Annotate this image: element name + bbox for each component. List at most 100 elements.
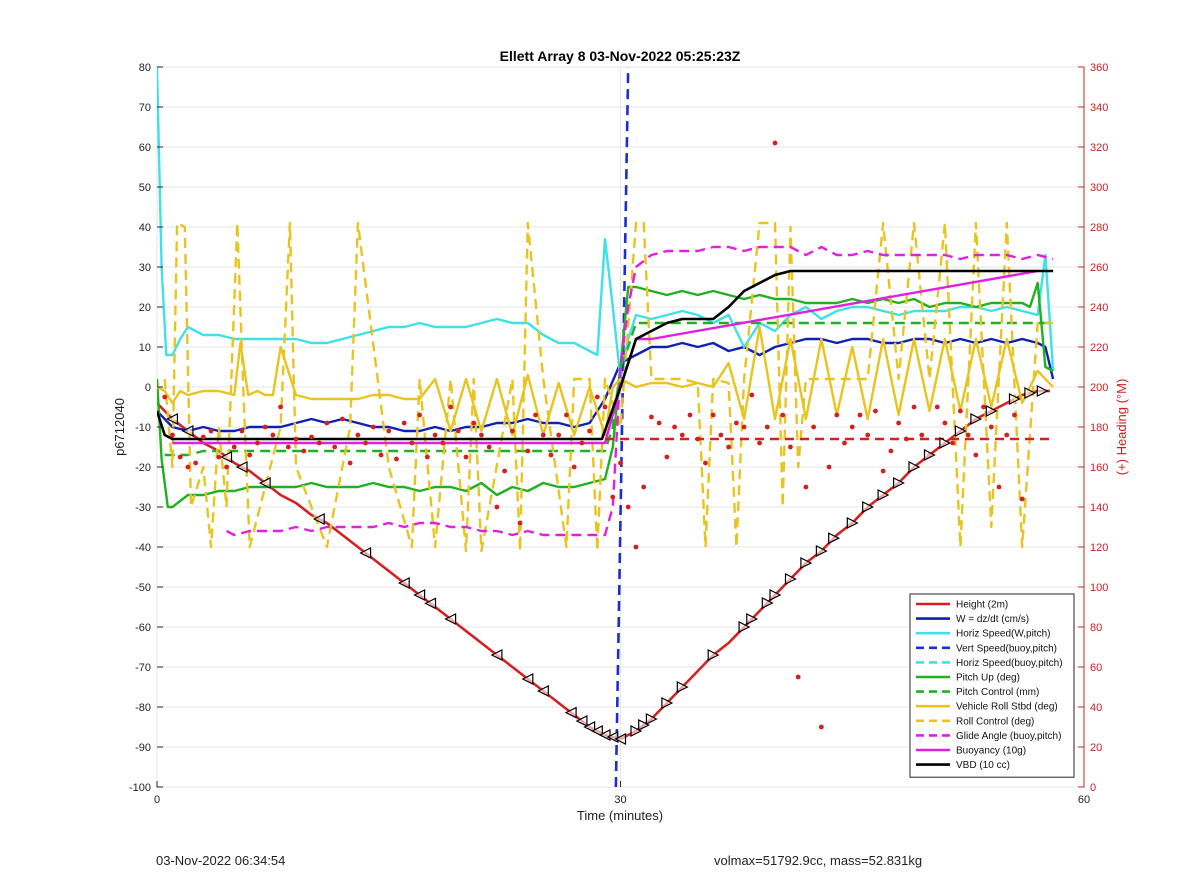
heading-point bbox=[455, 428, 461, 434]
heading-point bbox=[247, 452, 253, 458]
heading-point bbox=[463, 454, 469, 460]
height-marker bbox=[828, 532, 841, 545]
series-line-roll bbox=[157, 325, 1054, 437]
heading-point bbox=[988, 424, 994, 430]
heading-point bbox=[888, 448, 894, 454]
series-line-vbd bbox=[157, 269, 1054, 441]
height-marker bbox=[413, 589, 426, 601]
heading-point bbox=[285, 444, 291, 450]
height-marker bbox=[564, 706, 577, 719]
footer-timestamp: 03-Nov-2022 06:34:54 bbox=[156, 853, 286, 868]
heading-point bbox=[880, 468, 886, 474]
height-marker bbox=[738, 621, 751, 633]
heading-point bbox=[733, 420, 739, 426]
legend-label: Buoyancy (10g) bbox=[956, 746, 1026, 757]
heading-point bbox=[749, 392, 755, 398]
tick-label-left: -20 bbox=[135, 462, 151, 474]
heading-point bbox=[409, 440, 415, 446]
height-marker bbox=[359, 547, 372, 559]
tick-label-left: 80 bbox=[139, 62, 151, 74]
height-marker bbox=[985, 405, 998, 417]
legend: Height (2m) W = dz/dt (cm/s) Horiz Speed(W… bbox=[909, 593, 1075, 778]
series-line-horiz_w bbox=[157, 67, 1055, 381]
height-marker bbox=[769, 589, 782, 601]
heading-point bbox=[564, 412, 569, 418]
heading-point bbox=[502, 468, 508, 474]
heading-point bbox=[849, 424, 855, 430]
heading-point bbox=[795, 674, 801, 680]
heading-point bbox=[865, 432, 871, 438]
heading-point bbox=[594, 394, 600, 400]
heading-point bbox=[950, 440, 956, 446]
heading-point bbox=[309, 434, 314, 440]
heading-point bbox=[772, 140, 778, 146]
height-marker bbox=[676, 681, 689, 693]
footer-summary: volmax=51792.9cc, mass=52.831kg bbox=[714, 853, 923, 868]
heading-point bbox=[741, 424, 747, 430]
heading-point bbox=[818, 724, 824, 730]
tick-label-right: 180 bbox=[1090, 422, 1108, 434]
legend-label: Vehicle Roll Stbd (deg) bbox=[956, 702, 1058, 713]
height-marker bbox=[575, 715, 588, 727]
height-marker bbox=[892, 477, 905, 489]
height-marker bbox=[1036, 385, 1049, 397]
heading-point bbox=[316, 440, 322, 446]
grid-lines bbox=[156, 66, 1085, 788]
series-line-buoyancy bbox=[172, 269, 1038, 445]
heading-point bbox=[200, 434, 206, 440]
heading-point bbox=[834, 412, 840, 418]
height-marker bbox=[638, 719, 651, 731]
tick-label-right: 240 bbox=[1090, 302, 1108, 314]
heading-point bbox=[579, 440, 585, 446]
heading-point bbox=[448, 404, 453, 410]
x-axis-label: Time (minutes) bbox=[577, 808, 663, 823]
heading-point bbox=[911, 404, 917, 410]
height-marker bbox=[312, 513, 325, 525]
legend-label: Horiz Speed(buoy,pitch) bbox=[956, 658, 1063, 669]
height-marker bbox=[784, 573, 797, 585]
heading-point bbox=[633, 544, 639, 550]
heading-point bbox=[540, 432, 546, 438]
height-marker bbox=[939, 437, 952, 449]
heading-point bbox=[301, 448, 307, 454]
tick-label-left: 50 bbox=[139, 182, 151, 194]
heading-point bbox=[764, 424, 770, 430]
tick-label-right: 80 bbox=[1090, 622, 1102, 634]
heading-point bbox=[347, 460, 353, 466]
height-marker bbox=[583, 721, 596, 733]
heading-point bbox=[710, 412, 716, 418]
legend-label: Roll Control (deg) bbox=[956, 716, 1034, 727]
heading-point bbox=[757, 440, 762, 446]
heading-point bbox=[224, 464, 229, 470]
tick-label-left: -90 bbox=[135, 742, 151, 754]
height-marker bbox=[970, 413, 983, 425]
legend-label: W = dz/dt (cm/s) bbox=[956, 614, 1029, 625]
heading-point bbox=[934, 404, 940, 410]
height-marker bbox=[424, 597, 437, 610]
heading-point bbox=[602, 404, 608, 410]
tick-label-left: -30 bbox=[135, 502, 151, 514]
heading-point bbox=[270, 432, 276, 438]
tick-label-left: -70 bbox=[135, 662, 151, 674]
tick-label-right: 200 bbox=[1090, 382, 1108, 394]
heading-point bbox=[811, 424, 817, 430]
heading-point bbox=[401, 420, 407, 426]
height-marker bbox=[1024, 387, 1037, 399]
height-marker bbox=[220, 451, 233, 463]
tick-label-left: 60 bbox=[139, 142, 151, 154]
tick-label-left: -10 bbox=[135, 422, 151, 434]
tick-label-right: 340 bbox=[1090, 102, 1108, 114]
legend-label: Height (2m) bbox=[956, 600, 1008, 611]
heading-point bbox=[842, 440, 847, 446]
heading-point bbox=[903, 436, 909, 442]
height-marker bbox=[707, 649, 720, 661]
height-marker bbox=[746, 613, 759, 625]
tick-label-x: 0 bbox=[154, 794, 160, 806]
legend-label: Pitch Control (mm) bbox=[956, 687, 1039, 698]
legend-label: Pitch Up (deg) bbox=[956, 673, 1020, 684]
tick-label-right: 60 bbox=[1090, 662, 1102, 674]
height-marker bbox=[862, 501, 875, 513]
heading-point bbox=[525, 448, 531, 454]
heading-point bbox=[672, 424, 677, 430]
tick-label-right: 160 bbox=[1090, 462, 1108, 474]
